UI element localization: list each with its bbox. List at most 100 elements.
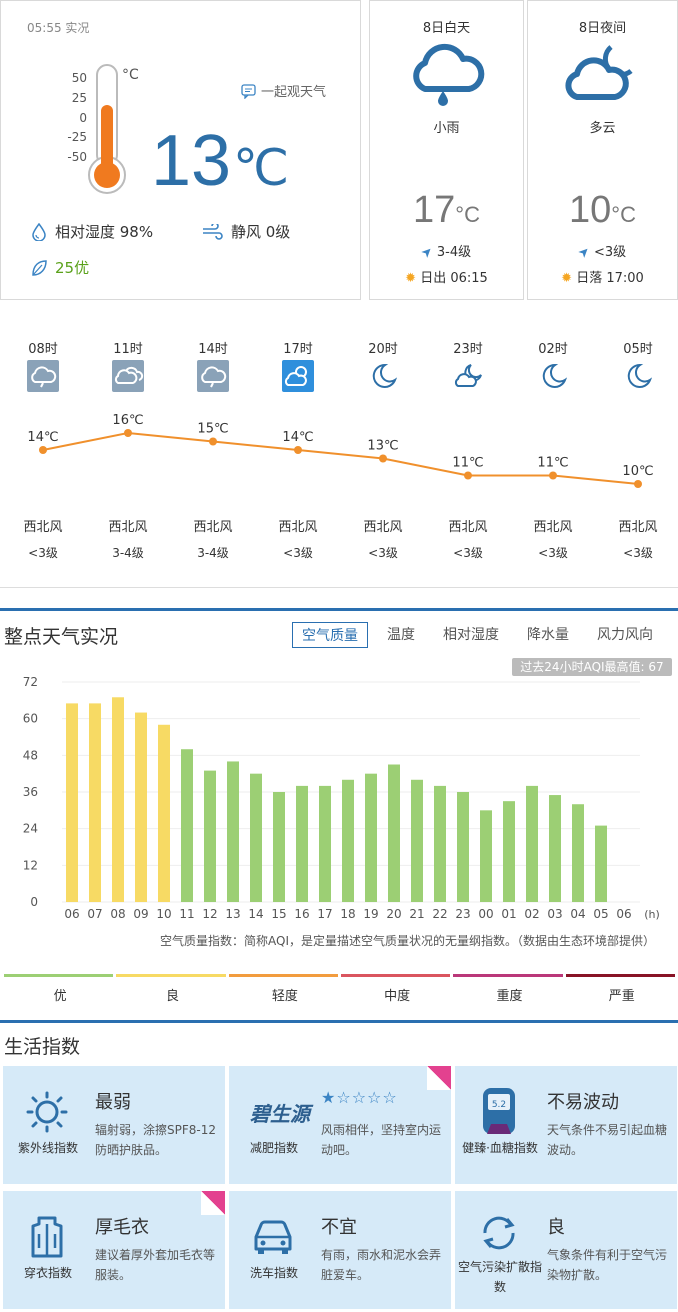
aqi-bar[interactable] bbox=[434, 785, 446, 902]
tab-wind[interactable]: 风力风向 bbox=[597, 627, 653, 643]
aqi-bar[interactable] bbox=[319, 785, 331, 902]
x-tick-label: 15 bbox=[271, 907, 286, 921]
legend-label: 中度 bbox=[384, 989, 411, 1004]
moon-icon bbox=[340, 360, 426, 392]
observation-time: 05:55 实况 bbox=[27, 21, 90, 35]
x-tick-label: 21 bbox=[409, 907, 424, 921]
aqi-bar[interactable] bbox=[480, 810, 492, 902]
x-tick-label: 05 bbox=[593, 907, 608, 921]
aqi-bar[interactable] bbox=[411, 779, 423, 902]
tab-air-quality[interactable]: 空气质量 bbox=[292, 622, 368, 648]
x-tick-label: 13 bbox=[225, 907, 240, 921]
x-tick-label: 19 bbox=[363, 907, 378, 921]
life-card-glucose[interactable]: 5.2 健臻·血糖指数 不易波动 天气条件不易引起血糖波动。 bbox=[455, 1066, 677, 1184]
sunset-text: 日落 17:00 bbox=[576, 271, 644, 286]
life-desc: 辐射弱，涂擦SPF8-12防晒护肤品。 bbox=[95, 1123, 216, 1157]
wind-direction: 西北风 bbox=[363, 520, 403, 535]
brand-logo-icon: 碧生源 bbox=[247, 1088, 313, 1136]
aqi-bar[interactable] bbox=[365, 773, 377, 902]
tab-temperature[interactable]: 温度 bbox=[387, 627, 415, 643]
y-tick-label: 48 bbox=[23, 748, 38, 762]
aqi-bar[interactable] bbox=[457, 792, 469, 902]
aqi-bar[interactable] bbox=[135, 712, 147, 902]
day-wind-text: 3-4级 bbox=[436, 245, 472, 260]
x-tick-label: 06 bbox=[616, 907, 631, 921]
aqi-row[interactable]: 25优 bbox=[31, 257, 89, 278]
life-card-diet[interactable]: 碧生源 减肥指数 ★☆☆☆☆ 风雨相伴，坚持室内运动吧。 bbox=[229, 1066, 451, 1184]
aqi-bar[interactable] bbox=[250, 773, 262, 902]
wind-level: <3级 bbox=[538, 546, 568, 560]
x-tick-label: 10 bbox=[156, 907, 171, 921]
partly-cloudy-sun-icon bbox=[255, 360, 341, 392]
day-temperature: 17°C bbox=[370, 189, 523, 232]
share-weather-link[interactable]: 一起观天气 bbox=[241, 81, 326, 100]
aqi-bar[interactable] bbox=[89, 703, 101, 902]
aqi-bar[interactable] bbox=[342, 779, 354, 902]
aqi-bar[interactable] bbox=[526, 785, 538, 902]
aqi-bar[interactable] bbox=[388, 764, 400, 903]
legend-color-bar bbox=[116, 974, 226, 977]
hour-label: 14时 bbox=[198, 342, 228, 357]
scale-label: -25 bbox=[67, 130, 87, 145]
aqi-bar[interactable] bbox=[158, 724, 170, 902]
legend-item: 中度 bbox=[340, 974, 453, 1004]
night-condition: 多云 bbox=[589, 121, 616, 136]
legend-color-bar bbox=[565, 974, 675, 977]
aqi-legend: 优 良 轻度 中度 重度 严重 bbox=[4, 974, 678, 1004]
star-rating: ★☆☆☆☆ bbox=[321, 1088, 398, 1107]
leaf-icon bbox=[32, 259, 47, 276]
aqi-bar[interactable] bbox=[181, 749, 193, 902]
glucose-meter-icon: 5.2 bbox=[469, 1088, 529, 1136]
aqi-bar-chart: 0 12 24 36 48 60 72 06 07 08 09 10 11 12 13 14 15 16 17 18 1… bbox=[23, 675, 660, 921]
aqi-bar[interactable] bbox=[204, 770, 216, 902]
tab-humidity[interactable]: 相对湿度 bbox=[443, 627, 499, 643]
life-card-clothing[interactable]: 穿衣指数 厚毛衣 建议着厚外套加毛衣等服装。 bbox=[3, 1191, 225, 1309]
temperature-point bbox=[379, 454, 387, 463]
sunrise-icon: ✹ bbox=[405, 271, 417, 286]
life-desc: 建议着厚外套加毛衣等服装。 bbox=[95, 1248, 216, 1282]
aqi-bar[interactable] bbox=[595, 825, 607, 902]
x-tick-label: 04 bbox=[570, 907, 585, 921]
aqi-bar[interactable] bbox=[296, 785, 308, 902]
aqi-bar[interactable] bbox=[572, 804, 584, 902]
life-card-carwash[interactable]: 洗车指数 不宜 有雨，雨水和泥水会弄脏爱车。 bbox=[229, 1191, 451, 1309]
life-value: 最弱 bbox=[95, 1092, 131, 1113]
aqi-bar[interactable] bbox=[66, 703, 78, 902]
x-tick-label: 12 bbox=[202, 907, 217, 921]
life-name: 穿衣指数 bbox=[23, 1266, 72, 1280]
aqi-bar[interactable] bbox=[227, 761, 239, 902]
life-value: 不宜 bbox=[321, 1217, 357, 1238]
night-forecast-card: 8日夜间 多云 10°C ➤ <3级 ✹ 日落 17:00 bbox=[527, 0, 678, 300]
night-title: 8日夜间 bbox=[578, 21, 627, 36]
x-tick-label: 09 bbox=[133, 907, 148, 921]
temperature-label: 11℃ bbox=[537, 456, 568, 471]
aqi-bar[interactable] bbox=[549, 795, 561, 902]
x-tick-label: 23 bbox=[455, 907, 470, 921]
scale-label: 25 bbox=[71, 90, 87, 105]
x-tick-label: 03 bbox=[547, 907, 562, 921]
life-card-air-pollution[interactable]: 空气污染扩散指数 良 气象条件有利于空气污染物扩散。 bbox=[455, 1191, 677, 1309]
sunset-icon: ✹ bbox=[561, 271, 573, 286]
hourly-forecast: 14℃ 16℃ 15℃ 14℃ 13℃ 11℃ 11℃ 10℃ 08时 西北风 <3级 11时 西北风… bbox=[0, 330, 678, 588]
x-tick-label: 22 bbox=[432, 907, 447, 921]
aqi-bar[interactable] bbox=[503, 801, 515, 902]
hour-label: 11时 bbox=[113, 342, 143, 357]
life-desc: 有雨，雨水和泥水会弄脏爱车。 bbox=[321, 1248, 442, 1282]
aqi-bar[interactable] bbox=[273, 792, 285, 902]
tab-precipitation[interactable]: 降水量 bbox=[527, 627, 569, 643]
legend-color-bar bbox=[228, 974, 338, 977]
share-label: 一起观天气 bbox=[261, 85, 327, 100]
wind-level: 3-4级 bbox=[197, 546, 229, 560]
current-temperature: 13 bbox=[151, 121, 232, 201]
wind-direction: 西北风 bbox=[618, 520, 658, 535]
aqi-bar[interactable] bbox=[112, 697, 124, 902]
night-temperature: 10°C bbox=[528, 189, 677, 232]
y-tick-label: 0 bbox=[30, 895, 38, 909]
legend-label: 优 bbox=[53, 989, 67, 1004]
wind-level: <3级 bbox=[453, 546, 483, 560]
temperature-point bbox=[294, 446, 302, 454]
life-name: 空气污染扩散指数 bbox=[457, 1260, 542, 1294]
section-divider bbox=[0, 1020, 678, 1023]
life-card-uv[interactable]: 紫外线指数 最弱 辐射弱，涂擦SPF8-12防晒护肤品。 bbox=[3, 1066, 225, 1184]
cloudy-night-icon bbox=[425, 360, 511, 392]
